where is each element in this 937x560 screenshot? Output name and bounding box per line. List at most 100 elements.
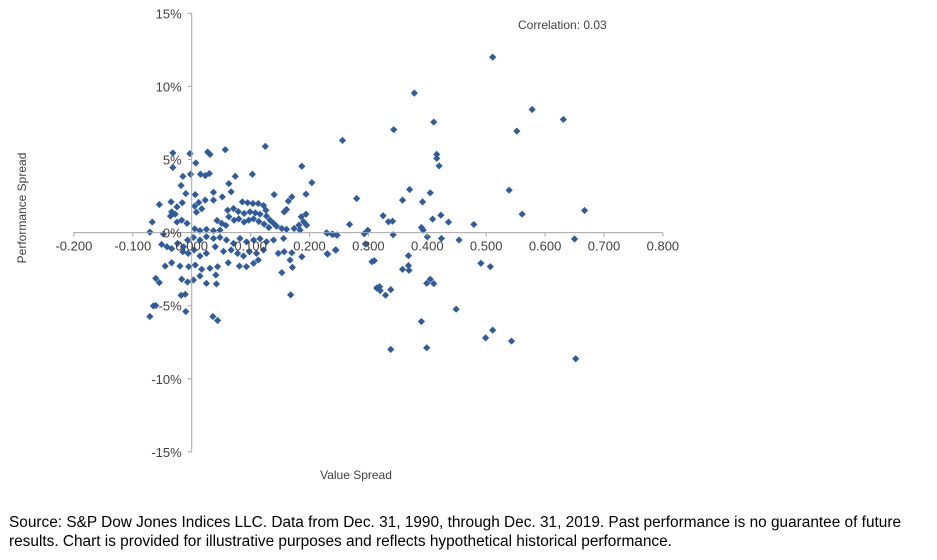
data-point bbox=[288, 249, 296, 257]
data-point bbox=[182, 189, 190, 198]
data-point bbox=[227, 246, 235, 254]
data-point bbox=[280, 248, 288, 256]
data-point bbox=[227, 188, 235, 196]
data-point bbox=[279, 234, 288, 243]
x-tick-label: 0.200 bbox=[293, 239, 326, 254]
data-point bbox=[433, 154, 441, 162]
data-point bbox=[173, 203, 181, 211]
data-point bbox=[518, 210, 526, 218]
data-point bbox=[201, 196, 209, 204]
x-tick-label: -0.100 bbox=[114, 239, 151, 254]
data-point bbox=[183, 219, 191, 227]
data-point bbox=[477, 259, 485, 267]
data-point bbox=[410, 89, 418, 97]
data-point bbox=[288, 193, 296, 201]
data-point bbox=[216, 233, 224, 242]
data-point bbox=[212, 280, 221, 288]
data-point bbox=[390, 126, 398, 134]
data-point bbox=[262, 212, 271, 220]
data-point bbox=[256, 235, 264, 243]
y-tick-label: 5% bbox=[163, 153, 182, 168]
data-point bbox=[246, 208, 254, 216]
data-point bbox=[191, 202, 199, 210]
data-point bbox=[212, 271, 220, 279]
data-point bbox=[280, 208, 288, 216]
data-point bbox=[455, 236, 463, 244]
data-point bbox=[168, 245, 176, 253]
data-point bbox=[190, 246, 198, 254]
data-point bbox=[387, 345, 395, 354]
data-point bbox=[249, 236, 258, 244]
data-point bbox=[216, 226, 224, 234]
data-point bbox=[166, 212, 175, 220]
x-tick-label: 0.600 bbox=[529, 239, 562, 254]
data-point bbox=[559, 115, 567, 124]
data-point bbox=[437, 234, 446, 243]
data-point bbox=[254, 256, 262, 264]
data-point bbox=[384, 218, 393, 226]
y-axis-ticks: 15% 10% 5% 0% -5% -10% -15% bbox=[151, 6, 192, 460]
data-point bbox=[249, 259, 258, 267]
data-point bbox=[332, 231, 341, 239]
data-point bbox=[302, 210, 310, 218]
data-point bbox=[398, 265, 407, 273]
y-tick-label: 0% bbox=[163, 226, 182, 241]
y-tick-label: 10% bbox=[156, 79, 182, 94]
data-point bbox=[338, 136, 347, 144]
y-tick-label: -5% bbox=[159, 299, 183, 314]
data-point bbox=[249, 199, 257, 208]
data-point bbox=[225, 213, 233, 221]
data-point bbox=[364, 226, 372, 235]
data-point bbox=[202, 279, 211, 287]
data-point bbox=[191, 261, 199, 269]
data-point bbox=[221, 146, 229, 154]
data-point bbox=[219, 247, 228, 255]
x-tick-label: 0.700 bbox=[588, 239, 621, 254]
data-point bbox=[437, 211, 445, 219]
data-point bbox=[249, 215, 258, 223]
data-point bbox=[308, 178, 316, 187]
data-point bbox=[262, 206, 270, 214]
data-point bbox=[418, 198, 427, 206]
data-point bbox=[580, 206, 589, 215]
data-point bbox=[173, 218, 181, 226]
x-tick-label: 0.000 bbox=[175, 239, 208, 254]
data-point bbox=[179, 248, 187, 256]
data-point bbox=[231, 172, 239, 180]
data-point bbox=[278, 269, 286, 277]
data-point bbox=[196, 252, 204, 260]
data-point bbox=[423, 279, 431, 287]
data-point bbox=[417, 223, 426, 232]
data-point bbox=[222, 236, 231, 244]
data-point bbox=[152, 274, 160, 282]
data-point bbox=[482, 334, 490, 342]
data-point bbox=[179, 243, 188, 251]
data-point bbox=[206, 264, 214, 272]
data-point bbox=[297, 213, 305, 221]
data-point bbox=[298, 253, 306, 261]
x-tick-label: 0.100 bbox=[234, 239, 267, 254]
data-point bbox=[211, 243, 219, 251]
data-point bbox=[387, 286, 395, 294]
data-point bbox=[572, 355, 580, 363]
data-point bbox=[298, 162, 306, 170]
y-axis-title: Performance Spread bbox=[15, 153, 29, 264]
data-point bbox=[182, 307, 190, 316]
data-point bbox=[214, 263, 222, 271]
data-point bbox=[429, 215, 437, 223]
x-axis-title: Value Spread bbox=[320, 468, 392, 482]
x-tick-label: -0.200 bbox=[55, 239, 92, 254]
data-point bbox=[198, 205, 206, 213]
correlation-annotation: Correlation: 0.03 bbox=[518, 18, 607, 32]
data-point bbox=[260, 220, 268, 228]
data-point bbox=[205, 169, 213, 178]
data-point bbox=[155, 279, 163, 287]
data-point bbox=[168, 259, 176, 267]
data-point bbox=[236, 234, 244, 243]
data-point bbox=[206, 150, 214, 158]
x-tick-label: 0.400 bbox=[411, 239, 444, 254]
data-point bbox=[192, 208, 201, 216]
data-point bbox=[192, 159, 200, 167]
data-point bbox=[191, 225, 199, 233]
data-point bbox=[406, 185, 414, 194]
